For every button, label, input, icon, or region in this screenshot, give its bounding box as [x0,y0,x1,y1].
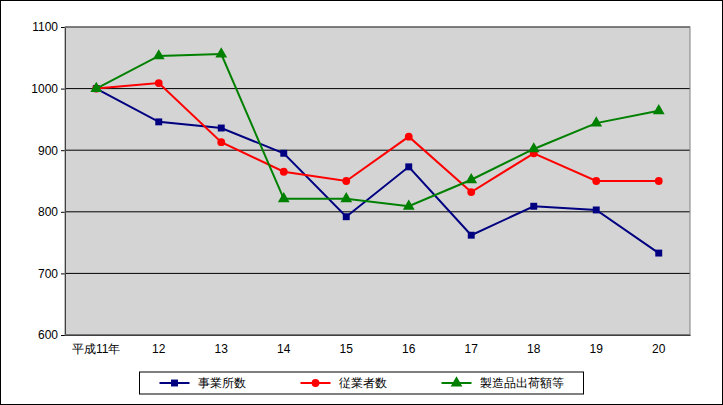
y-tick-mark [61,212,65,213]
legend-item: 事業所数 [160,376,246,390]
series-marker [592,177,600,185]
series-marker [215,47,227,57]
y-tick: 900 [38,144,65,158]
series-marker [530,203,537,210]
x-tick-label: 13 [215,342,229,356]
series-marker [465,173,477,183]
x-tick-label: 16 [402,342,416,356]
plot-area [65,27,690,335]
x-tick: 15 [340,335,354,356]
x-tick-label: 18 [527,342,541,356]
x-tick-label: 15 [340,342,354,356]
plot-border [65,27,690,335]
series-marker [155,79,163,87]
grid-line [65,150,690,151]
x-tick-label: 12 [152,342,166,356]
series-marker [153,49,165,59]
series-marker [280,168,288,176]
series-marker [155,118,162,125]
x-tick: 20 [652,335,666,356]
series-marker [340,192,352,202]
grid-line [65,273,690,274]
y-tick-mark [61,273,65,274]
y-tick: 1000 [31,82,65,96]
series-line [96,83,659,192]
series-marker [528,142,540,152]
x-tick: 18 [527,335,541,356]
series-marker [343,213,350,220]
legend-box [140,372,584,394]
x-tick: 12 [152,335,166,356]
series-marker [280,150,287,157]
grid-line [65,88,690,89]
y-tick-label: 600 [38,328,58,342]
series-line [96,54,659,206]
x-tick-label: 19 [590,342,604,356]
y-tick: 800 [38,205,65,219]
series-marker [655,177,663,185]
y-tick-label: 900 [38,144,58,158]
legend-marker [451,376,463,386]
legend-marker [312,379,320,387]
y-tick: 700 [38,267,65,281]
x-tick: 16 [402,335,416,356]
x-tick-label: 20 [652,342,666,356]
x-tick-label: 平成11年 [72,342,120,356]
x-tick: 平成11年 [72,335,120,356]
legend-item: 従業者数 [301,376,387,390]
x-tick: 13 [215,335,229,356]
y-tick-mark [61,27,65,28]
y-tick-mark [61,150,65,151]
legend-marker [171,380,178,387]
y-axis: 600 700 800 900 1000 1100 [31,20,65,342]
chart: 600 700 800 900 1000 1100 平成11年 12 13 14 15 16 17 18 1… [0,0,723,405]
y-tick-label: 800 [38,205,58,219]
series-marker [593,206,600,213]
plot-marks [90,47,664,256]
chart-frame [1,1,723,405]
series-marker [217,138,225,146]
series-marker [468,232,475,239]
y-tick-label: 700 [38,267,58,281]
series-marker [90,82,102,92]
x-axis: 平成11年 12 13 14 15 16 17 18 19 20 [66,335,691,356]
legend: 事業所数 従業者数 製造品出荷額等 [140,372,584,394]
y-tick-mark [61,335,65,336]
x-tick-label: 14 [277,342,291,356]
y-tick-label: 1100 [32,20,58,34]
series-marker [405,133,413,141]
series-marker [218,125,225,132]
legend-label: 従業者数 [339,376,387,390]
x-tick: 14 [277,335,291,356]
series-marker [342,177,350,185]
x-tick: 17 [465,335,479,356]
series-marker [653,104,665,114]
series-marker [655,250,662,257]
y-tick-mark [61,89,65,90]
series-marker [590,116,602,126]
series-marker [467,188,475,196]
y-tick: 1100 [32,20,65,34]
series-marker [405,163,412,170]
legend-label: 製造品出荷額等 [480,376,564,390]
series-marker [403,199,415,209]
x-tick-label: 17 [465,342,479,356]
x-tick: 19 [590,335,604,356]
legend-item: 製造品出荷額等 [442,376,564,390]
y-tick-label: 1000 [31,82,58,96]
y-tick: 600 [38,328,65,342]
grid [65,27,690,335]
legend-label: 事業所数 [198,376,246,390]
series-marker [278,192,290,202]
